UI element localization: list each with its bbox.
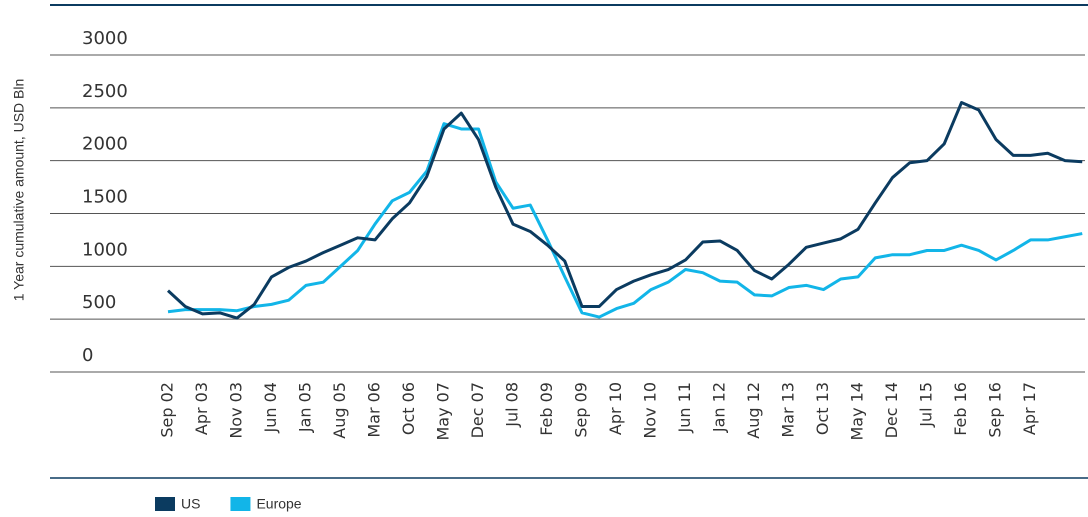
x-tick-label: Jun 11: [675, 382, 694, 433]
x-tick-label: Nov 10: [641, 382, 660, 439]
x-tick-label: Oct 06: [399, 382, 418, 435]
x-tick-label: Mar 06: [365, 382, 384, 438]
legend-swatch: [155, 497, 175, 511]
y-tick-label: 0: [82, 345, 93, 366]
legend-label: Europe: [256, 496, 301, 512]
x-tick-label: Nov 03: [227, 382, 246, 439]
y-tick-label: 1500: [82, 187, 128, 208]
series-line: [166, 101, 1083, 320]
x-tick-label: Jan 05: [296, 382, 315, 433]
legend-label: US: [181, 496, 200, 512]
y-tick-label: 3000: [82, 28, 128, 49]
x-tick-label: Feb 16: [951, 382, 970, 436]
x-tick-label: Aug 05: [330, 382, 349, 439]
y-tick-label: 500: [82, 292, 116, 313]
x-tick-label: Jul 15: [917, 382, 936, 428]
x-tick-label: Mar 13: [779, 382, 798, 438]
x-tick-label: Sep 16: [986, 382, 1005, 438]
x-tick-label: Dec 07: [468, 382, 487, 438]
series-line: [167, 122, 1083, 319]
y-axis-title: 1 Year cumulative amount, USD Bln: [11, 79, 27, 302]
x-tick-label: Apr 03: [192, 382, 211, 435]
y-tick-label: 1000: [82, 239, 128, 260]
x-tick-label: Oct 13: [813, 382, 832, 435]
x-tick-label: Apr 17: [1020, 382, 1039, 435]
x-tick-label: May 14: [848, 382, 867, 441]
y-tick-label: 2000: [82, 134, 128, 155]
y-tick-label: 2500: [82, 81, 128, 102]
x-tick-label: Apr 10: [606, 382, 625, 435]
x-tick-label: Sep 09: [572, 382, 591, 438]
x-tick-label: Sep 02: [158, 382, 177, 438]
x-tick-label: Aug 12: [744, 382, 763, 439]
x-tick-label: May 07: [434, 382, 453, 441]
x-tick-label: Dec 14: [882, 382, 901, 438]
legend-swatch: [230, 497, 251, 511]
x-tick-label: Jun 04: [261, 382, 280, 433]
x-tick-label: Jul 08: [503, 382, 522, 428]
x-tick-label: Feb 09: [537, 382, 556, 436]
x-tick-label: Jan 12: [710, 382, 729, 433]
